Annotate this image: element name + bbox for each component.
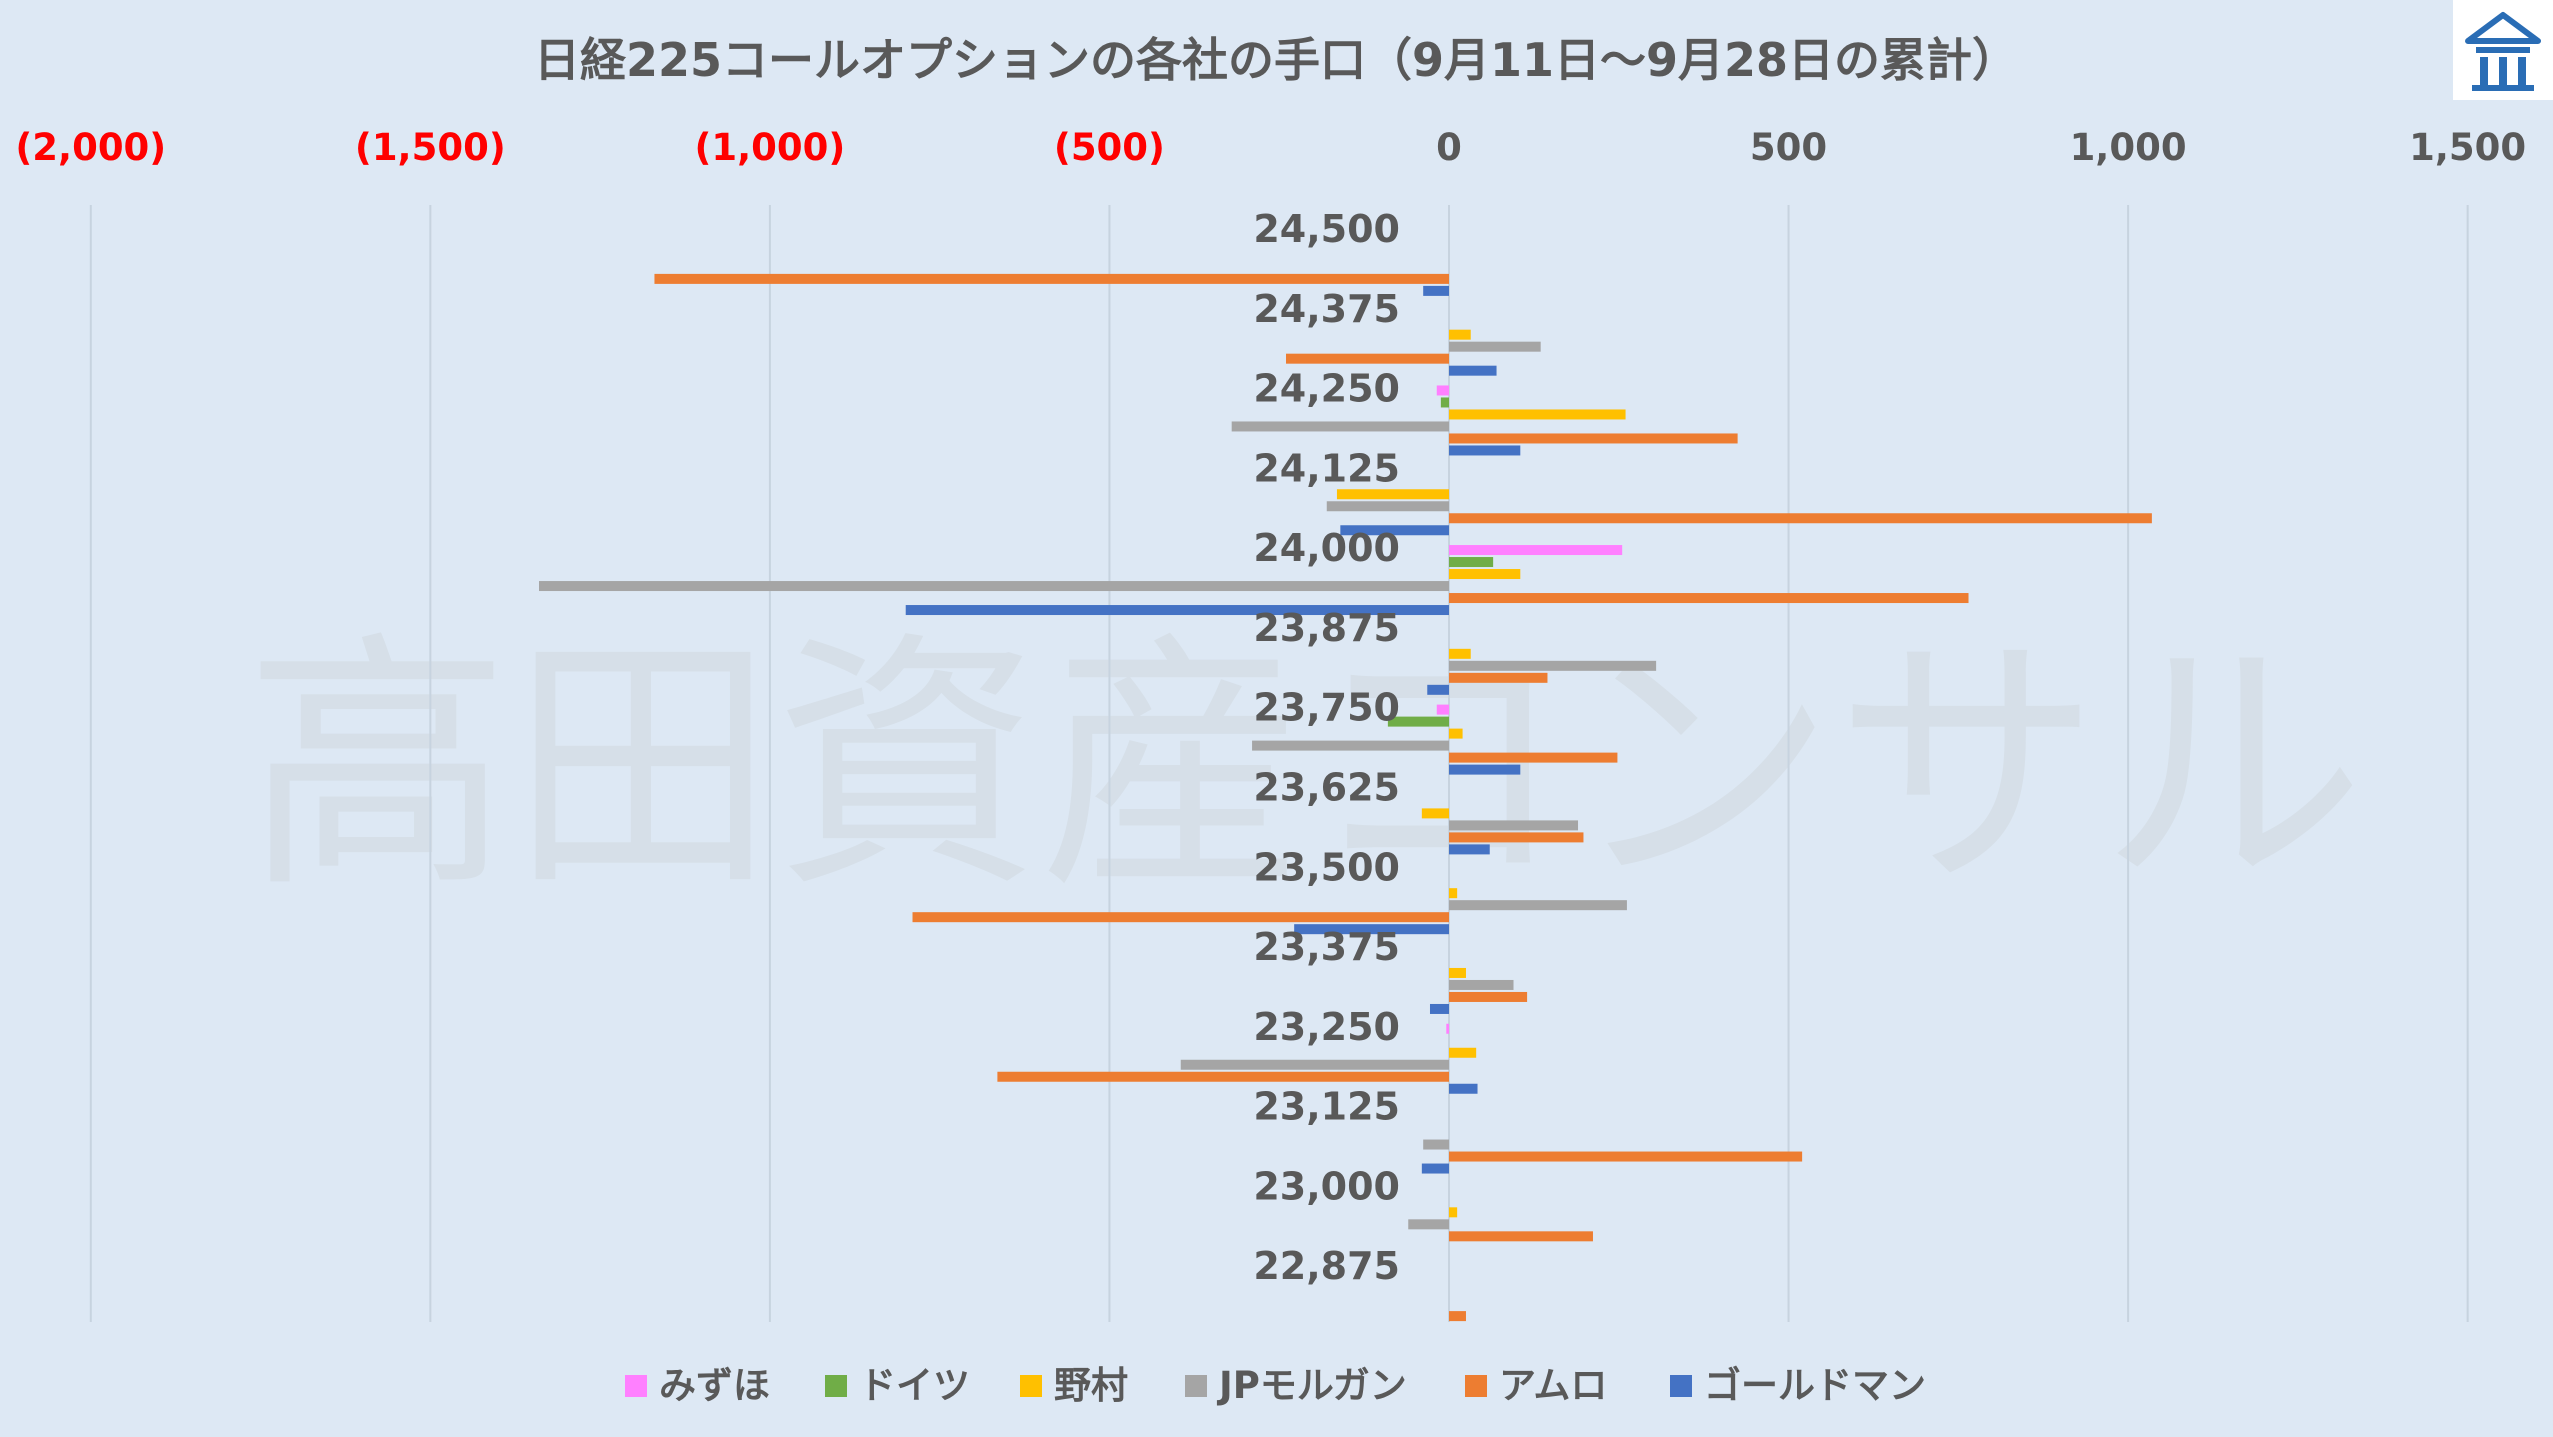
bar [1408,1219,1449,1230]
bar [1449,967,1466,978]
bar [1294,924,1449,935]
watermark-text: 高田資産コンサル [245,609,2365,924]
bar [1449,888,1458,899]
bar [905,605,1449,616]
bar [1449,728,1463,739]
building-logo-icon [2453,0,2553,100]
legend-swatch [1020,1375,1042,1397]
bar [1449,557,1494,568]
bar [1336,489,1449,500]
legend-label: JPモルガン [1216,1364,1407,1407]
category-label: 22,875 [1253,1244,1400,1288]
bar [1449,979,1514,990]
category-labels: 24,500 24,375 24,250 24,125 24,000 23,875 23,7… [1253,207,1400,1288]
bar [1427,684,1449,695]
x-tick-label: 1,000 [2070,126,2187,169]
bar [1429,1003,1449,1014]
bar [1449,991,1528,1002]
legend-swatch [1670,1375,1692,1397]
bar [1449,433,1738,444]
bar [912,912,1449,923]
bar [1436,385,1449,396]
legend-label: みずほ [659,1364,770,1407]
bar [1449,900,1627,911]
legend-swatch [1465,1375,1487,1397]
bar [1449,660,1657,671]
legend-label: ゴールドマン [1704,1364,1926,1407]
bar [1440,397,1449,408]
bar [1449,569,1521,580]
category-label: 24,375 [1253,287,1400,331]
bar [1449,513,2152,524]
bar [1449,1231,1593,1242]
bar [1449,341,1541,352]
bar [1449,1311,1466,1322]
bar [1449,752,1618,763]
bar [1449,545,1623,556]
grid-lines [89,205,2469,1322]
bar [1387,716,1449,727]
category-label: 23,375 [1253,925,1400,969]
bars [539,273,2152,1322]
bar [1286,353,1449,364]
bar [1449,764,1521,775]
bar [539,581,1449,592]
x-tick-label: 1,500 [2409,126,2526,169]
x-tick-label: 0 [1436,126,1462,169]
bar [1446,1023,1449,1034]
bar [1449,672,1548,683]
category-label: 23,625 [1253,766,1400,810]
bar [1421,1163,1449,1174]
bar [1180,1059,1449,1070]
bar [1449,820,1579,831]
bar [1423,1139,1449,1150]
bar [654,273,1449,284]
category-label: 23,500 [1253,845,1400,889]
bar [997,1071,1449,1082]
bar [1449,1151,1803,1162]
bar [1449,365,1497,376]
legend-swatch [1185,1375,1207,1397]
bar [1436,704,1449,715]
category-label: 24,250 [1253,367,1400,411]
bar [1449,1083,1478,1094]
bar [1449,648,1471,659]
x-tick-label: (2,000) [15,126,166,169]
bar [1231,421,1449,432]
legend-label: アムロ [1499,1364,1607,1407]
category-label: 24,125 [1253,446,1400,490]
category-label: 23,750 [1253,686,1400,730]
x-tick-label: (500) [1054,126,1165,169]
category-label: 23,250 [1253,1005,1400,1049]
legend-swatch [625,1375,647,1397]
bar [1449,844,1490,855]
bar [1423,285,1449,296]
category-label: 23,000 [1253,1164,1400,1208]
x-tick-label: (1,000) [694,126,845,169]
x-tick-label: (1,500) [355,126,506,169]
x-axis-tick-labels: (2,000) (1,500) (1,000) (500) 0 500 1,000 1,500 [15,126,2526,169]
bar [1252,740,1449,751]
bar [1340,525,1449,536]
legend-swatch [825,1375,847,1397]
bar [1449,1207,1458,1218]
bar [1326,501,1449,512]
bar [1421,808,1449,819]
legend: みずほ ドイツ 野村 JPモルガン アムロ ゴールドマン [625,1364,1926,1407]
category-label: 24,000 [1253,526,1400,570]
bar [1449,832,1584,843]
category-label: 23,125 [1253,1085,1400,1129]
bar [1449,409,1626,420]
bar [1449,329,1471,340]
chart-title: 日経225コールオプションの各社の手口（9月11日～9月28日の累計） [534,33,2018,87]
legend-label: 野村 [1054,1364,1128,1407]
bar [1449,445,1521,456]
category-label: 23,875 [1253,606,1400,650]
legend-label: ドイツ [859,1364,970,1407]
bar [1449,1047,1477,1058]
category-label: 24,500 [1253,207,1400,251]
x-tick-label: 500 [1750,126,1827,169]
bar [1449,593,1969,604]
